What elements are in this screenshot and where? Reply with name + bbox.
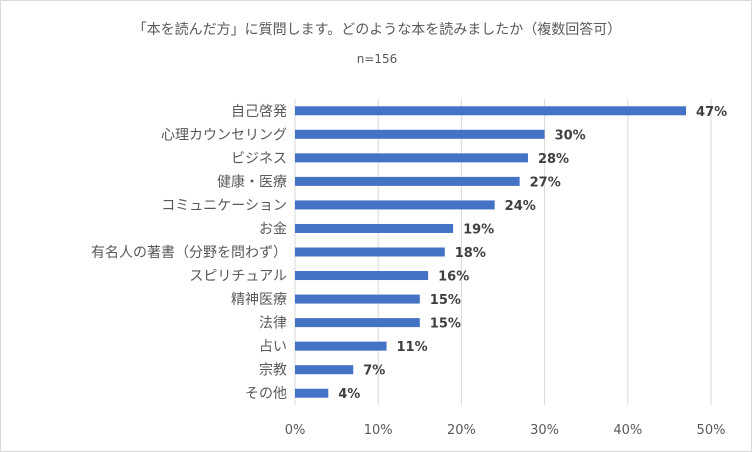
- category-label: お金: [259, 221, 287, 237]
- x-tick-label: 40%: [613, 423, 642, 438]
- x-tick-label: 30%: [530, 423, 559, 438]
- category-label: 精神医療: [231, 291, 287, 308]
- data-label: 30%: [555, 128, 586, 143]
- category-label: その他: [245, 386, 287, 402]
- category-label: 健康・医療: [217, 173, 287, 190]
- bar: [295, 247, 445, 257]
- data-label: 18%: [455, 246, 486, 261]
- data-label: 7%: [363, 364, 385, 379]
- data-label: 16%: [438, 270, 469, 285]
- data-label: 4%: [338, 387, 360, 402]
- bar: [295, 271, 429, 281]
- bar: [295, 153, 528, 163]
- category-label: 占い: [259, 339, 287, 355]
- data-label: 24%: [505, 199, 536, 214]
- category-label: コミュニケーション: [161, 198, 287, 214]
- data-label: 11%: [397, 340, 428, 355]
- data-label: 19%: [463, 222, 494, 237]
- x-tick-label: 50%: [697, 423, 726, 438]
- bar: [295, 106, 687, 116]
- data-label: 15%: [430, 293, 461, 308]
- bar: [295, 294, 420, 304]
- bar: [295, 341, 387, 351]
- bar: [295, 318, 420, 328]
- data-label: 15%: [430, 317, 461, 332]
- x-tick-label: 0%: [285, 423, 306, 438]
- bar: [295, 388, 329, 398]
- x-tick-label: 20%: [447, 423, 476, 438]
- data-label: 47%: [696, 105, 727, 120]
- category-label: 自己啓発: [231, 104, 287, 120]
- data-label: 27%: [530, 175, 561, 190]
- bar: [295, 223, 454, 233]
- chart-title: 「本を読んだ方」に質問します。どのような本を読みましたか（複数回答可）: [132, 22, 622, 38]
- category-label: スピリチュアル: [189, 269, 287, 285]
- x-tick-label: 10%: [364, 423, 393, 438]
- data-label: 28%: [538, 152, 569, 167]
- bar: [295, 200, 495, 210]
- chart-subtitle: n=156: [356, 52, 398, 66]
- bar: [295, 176, 520, 186]
- category-label: 宗教: [259, 363, 287, 379]
- bar: [295, 129, 545, 139]
- category-label: 法律: [259, 316, 287, 332]
- category-label: ビジネス: [231, 151, 287, 167]
- category-label: 有名人の著書（分野を問わず）: [91, 245, 287, 261]
- category-label: 心理カウンセリング: [161, 127, 287, 143]
- bar: [295, 365, 354, 375]
